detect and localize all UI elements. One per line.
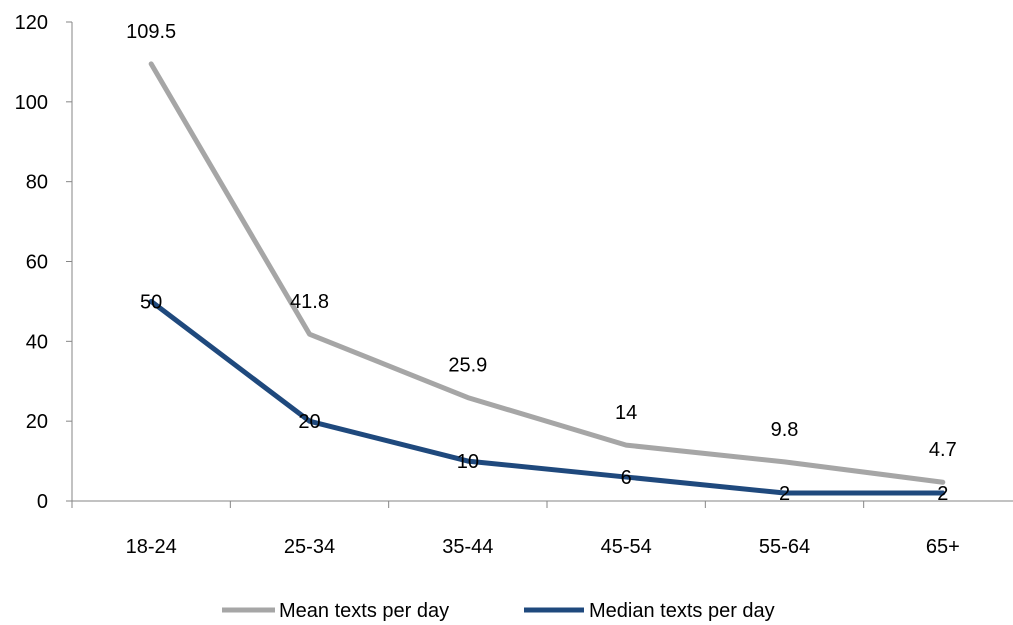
x-tick-label: 35-44 <box>442 536 493 558</box>
y-tick-label: 20 <box>26 411 48 433</box>
data-label: 20 <box>298 411 320 433</box>
x-tick-label: 25-34 <box>284 536 335 558</box>
legend-label: Median texts per day <box>589 600 775 622</box>
series-line <box>148 298 946 496</box>
legend: Mean texts per day Median texts per day <box>222 600 775 622</box>
data-label: 50 <box>140 291 162 313</box>
y-tick-label: 0 <box>37 491 48 513</box>
y-tick-label: 80 <box>26 172 48 194</box>
data-label: 9.8 <box>771 419 799 441</box>
x-tick-label: 55-64 <box>759 536 810 558</box>
y-tick-label: 100 <box>15 92 48 114</box>
x-axis-ticks: 18-24 25-34 35-44 45-54 55-64 65+ <box>71 501 960 558</box>
data-label: 6 <box>621 467 632 489</box>
x-tick-label: 18-24 <box>126 536 177 558</box>
x-tick-label: 45-54 <box>601 536 652 558</box>
series-line <box>148 61 946 485</box>
data-label: 41.8 <box>290 291 329 313</box>
series-lines <box>148 61 946 496</box>
data-label: 14 <box>615 402 637 424</box>
data-label: 2 <box>937 483 948 505</box>
y-axis-ticks: 0 20 40 60 80 100 120 <box>15 12 72 513</box>
x-tick-label: 65+ <box>926 536 960 558</box>
data-label: 25.9 <box>448 355 487 377</box>
data-label: 2 <box>779 483 790 505</box>
chart-axes <box>71 22 1013 502</box>
data-label: 4.7 <box>929 439 957 461</box>
data-label: 109.5 <box>126 21 176 43</box>
data-label: 10 <box>457 451 479 473</box>
data-labels: 109.5 41.8 25.9 14 9.8 4.7 50 20 10 6 2 2 <box>126 21 957 505</box>
legend-label: Mean texts per day <box>279 600 449 622</box>
y-tick-label: 40 <box>26 331 48 353</box>
y-tick-label: 60 <box>26 252 48 274</box>
y-tick-label: 120 <box>15 12 48 34</box>
